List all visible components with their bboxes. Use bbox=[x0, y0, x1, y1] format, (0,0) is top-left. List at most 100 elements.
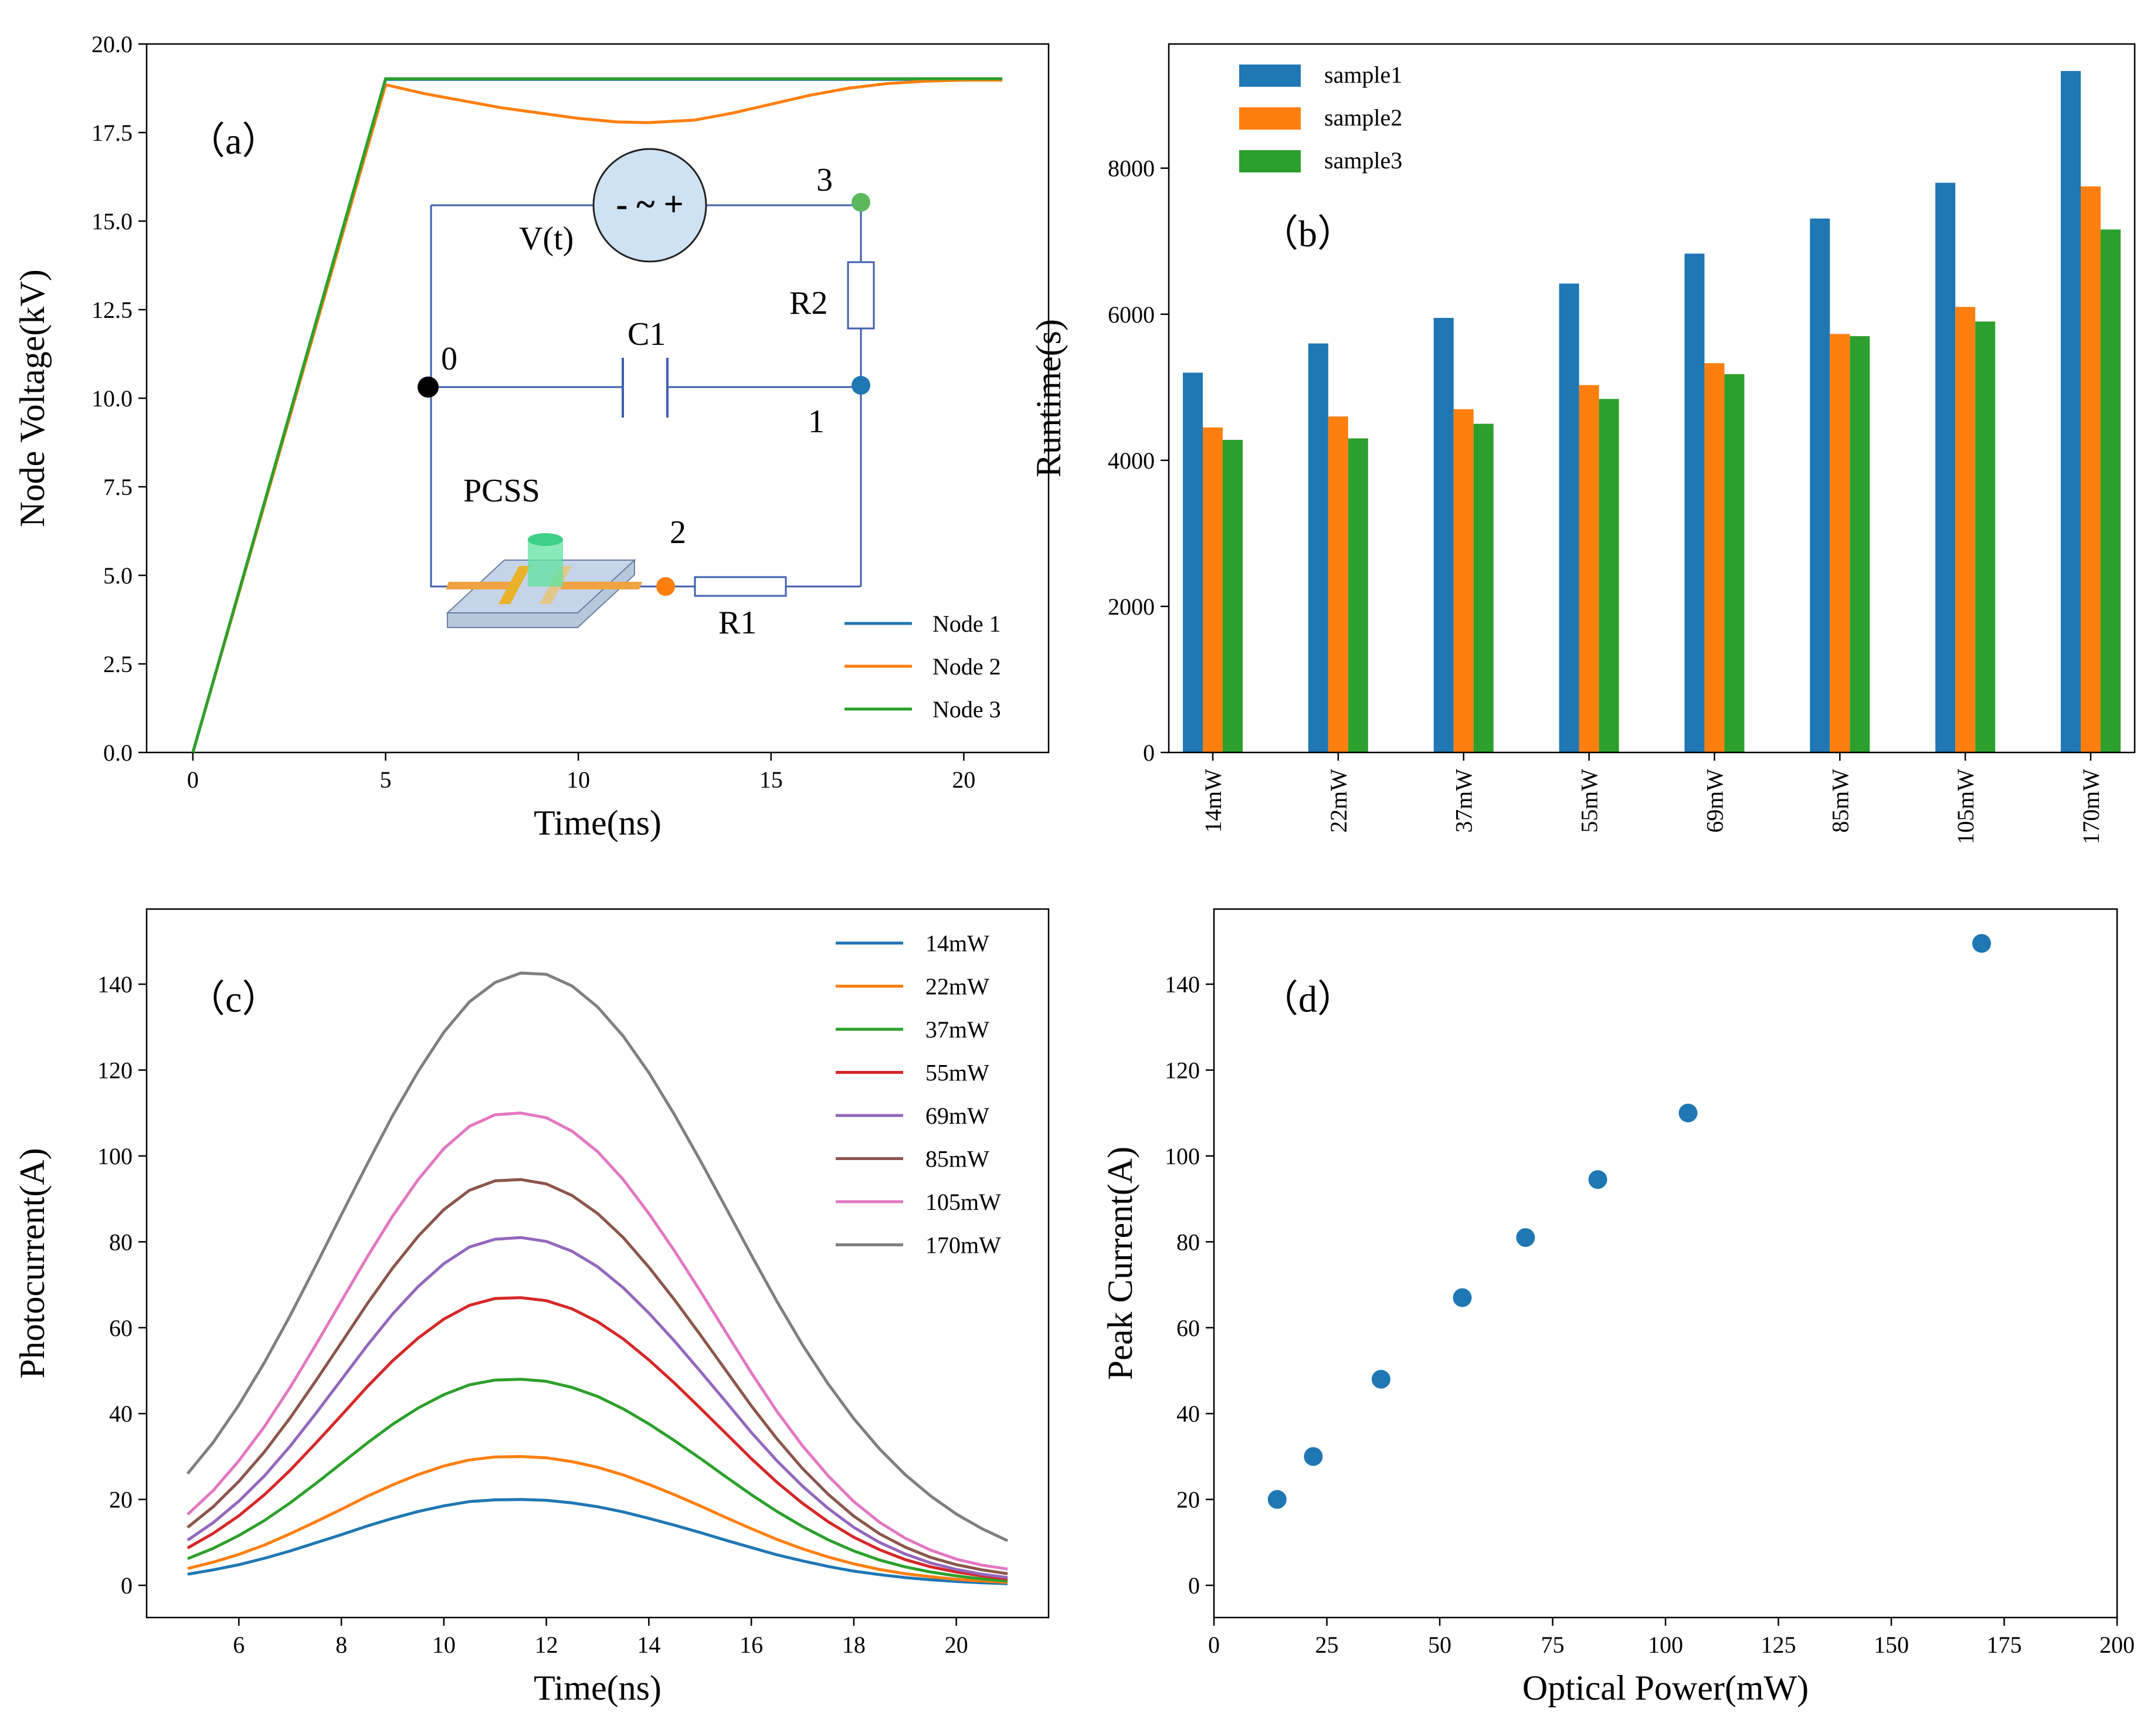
b-bar-sample1-85mW bbox=[1810, 218, 1830, 752]
b-bar-sample2-22mW bbox=[1328, 416, 1348, 752]
a-series-line-node-1 bbox=[191, 77, 1003, 753]
c-panel-label: （c） bbox=[188, 978, 279, 1020]
b-bar-sample2-14mW bbox=[1203, 427, 1223, 752]
a-xtick-label: 20 bbox=[952, 767, 975, 793]
node-2-label: 2 bbox=[670, 514, 686, 551]
b-bar-sample2-37mW bbox=[1453, 409, 1474, 752]
a-plot-frame bbox=[145, 43, 1050, 754]
c-xtick-label: 16 bbox=[740, 1632, 763, 1658]
b-legend-swatch-sample3 bbox=[1239, 150, 1301, 172]
c-ytick-label: 120 bbox=[97, 1057, 133, 1084]
c-xtick-label: 18 bbox=[842, 1632, 866, 1658]
c-xtick-label: 12 bbox=[535, 1632, 558, 1658]
node-0-label: 0 bbox=[441, 341, 457, 377]
c-series-line-55mW bbox=[186, 1296, 1008, 1581]
c-legend-label-22mW: 22mW bbox=[925, 974, 989, 1000]
b-bar-sample3-85mW bbox=[1850, 336, 1870, 752]
b-bar-sample3-170mW bbox=[2101, 229, 2121, 752]
d-ytick-label: 0 bbox=[1188, 1572, 1200, 1599]
panel-c: 0 20 40 60 80 100 120 140 6 8 10 12 14 16 18 20 Time(ns)… bbox=[13, 908, 1050, 1707]
laser-beam-top bbox=[528, 533, 563, 546]
voltage-source-symbol bbox=[592, 148, 707, 263]
a-xtick-label: 0 bbox=[187, 767, 199, 793]
a-ytick-label: 2.5 bbox=[103, 651, 133, 677]
d-ytick-label: 120 bbox=[1165, 1057, 1200, 1084]
voltage-source-label: V(t) bbox=[519, 221, 574, 257]
resistor-r1-symbol bbox=[694, 576, 787, 597]
b-xtick-label: 55mW bbox=[1576, 769, 1603, 833]
c-legend-label-85mW: 85mW bbox=[925, 1146, 989, 1172]
c-xtick-label: 10 bbox=[432, 1632, 456, 1658]
b-xtick-label: 22mW bbox=[1325, 769, 1352, 833]
a-yaxis-label: Node Voltage(kV) bbox=[13, 269, 52, 527]
a-ytick-label: 17.5 bbox=[91, 120, 133, 146]
b-bar-sample2-55mW bbox=[1579, 385, 1599, 752]
b-bar-sample3-55mW bbox=[1599, 399, 1619, 752]
d-xtick-label: 200 bbox=[2099, 1632, 2135, 1658]
pcss-electrode-left-pad bbox=[498, 566, 531, 604]
b-xtick-label: 14mW bbox=[1200, 769, 1226, 833]
node-3-label: 3 bbox=[816, 162, 833, 198]
b-legend-label-sample1: sample1 bbox=[1324, 62, 1402, 88]
d-scatter-point-170mW bbox=[1972, 934, 1991, 953]
b-legend-label-sample2: sample2 bbox=[1324, 104, 1402, 131]
b-bar-sample3-22mW bbox=[1348, 438, 1368, 752]
c-plot-frame bbox=[145, 908, 1050, 1619]
b-legend-swatch-sample1 bbox=[1239, 65, 1301, 87]
b-bar-sample1-14mW bbox=[1183, 372, 1203, 752]
c-xtick-label: 8 bbox=[335, 1632, 347, 1658]
c-ytick-label: 140 bbox=[97, 971, 133, 998]
d-scatter-point-55mW bbox=[1453, 1288, 1472, 1307]
b-xtick-label: 105mW bbox=[1952, 769, 1979, 845]
b-bar-sample1-69mW bbox=[1684, 253, 1705, 752]
a-xaxis-label: Time(ns) bbox=[534, 803, 662, 842]
d-panel-label: （d） bbox=[1261, 978, 1355, 1020]
c-xtick-label: 6 bbox=[233, 1632, 245, 1658]
a-series-line-node-3 bbox=[191, 77, 1003, 753]
b-ytick-label: 0 bbox=[1143, 740, 1155, 766]
pcss-electrode-right bbox=[560, 582, 642, 589]
wire-top-right bbox=[706, 204, 862, 262]
panel-b: 0 2000 4000 6000 8000 14mW 22mW 37mW 55mW 69mW 85m… bbox=[1029, 43, 2136, 845]
d-scatter-point-105mW bbox=[1678, 1103, 1698, 1123]
b-bar-sample3-37mW bbox=[1473, 423, 1494, 752]
pcss-electrode-left bbox=[446, 582, 516, 589]
d-ytick-label: 20 bbox=[1176, 1487, 1200, 1513]
pcss-label: PCSS bbox=[463, 473, 540, 509]
d-scatter-point-85mW bbox=[1588, 1170, 1607, 1189]
a-xtick-label: 15 bbox=[759, 767, 783, 793]
b-bar-sample2-69mW bbox=[1704, 363, 1725, 752]
c-ytick-label: 40 bbox=[109, 1401, 133, 1427]
d-scatter-point-14mW bbox=[1267, 1490, 1287, 1509]
b-ytick-label: 2000 bbox=[1108, 594, 1155, 620]
c-legend-label-105mW: 105mW bbox=[925, 1189, 1001, 1215]
a-series-line-node-2 bbox=[191, 79, 1003, 753]
b-panel-label: （b） bbox=[1261, 213, 1355, 255]
b-bar-sample3-14mW bbox=[1223, 439, 1243, 752]
capacitor-c1-label: C1 bbox=[628, 316, 666, 352]
b-bar-sample2-170mW bbox=[2081, 186, 2101, 753]
b-ytick-label: 6000 bbox=[1108, 301, 1155, 328]
a-xtick-label: 10 bbox=[567, 767, 590, 793]
d-ytick-label: 60 bbox=[1176, 1315, 1200, 1341]
c-legend-label-37mW: 37mW bbox=[925, 1016, 989, 1043]
wire-top-left bbox=[430, 204, 593, 387]
a-ytick-label: 20.0 bbox=[91, 31, 133, 57]
a-ytick-label: 5.0 bbox=[103, 562, 133, 589]
c-series-line-170mW bbox=[186, 971, 1009, 1542]
a-ytick-label: 0.0 bbox=[103, 740, 133, 766]
node-1-dot bbox=[852, 376, 870, 395]
a-ytick-label: 15.0 bbox=[91, 208, 133, 235]
c-legend-label-55mW: 55mW bbox=[925, 1060, 989, 1086]
d-xtick-label: 0 bbox=[1208, 1632, 1220, 1658]
node-3-dot bbox=[852, 193, 870, 212]
c-series-line-69mW bbox=[186, 1236, 1008, 1579]
d-xtick-label: 125 bbox=[1761, 1632, 1796, 1658]
b-xtick-label: 170mW bbox=[2078, 769, 2104, 845]
b-ytick-label: 8000 bbox=[1108, 155, 1155, 182]
c-xtick-label: 20 bbox=[945, 1632, 968, 1658]
b-bar-sample3-69mW bbox=[1724, 374, 1745, 752]
b-legend-swatch-sample2 bbox=[1239, 107, 1301, 130]
b-legend-label-sample3: sample3 bbox=[1324, 147, 1402, 174]
a-xtick-label: 5 bbox=[380, 767, 392, 793]
